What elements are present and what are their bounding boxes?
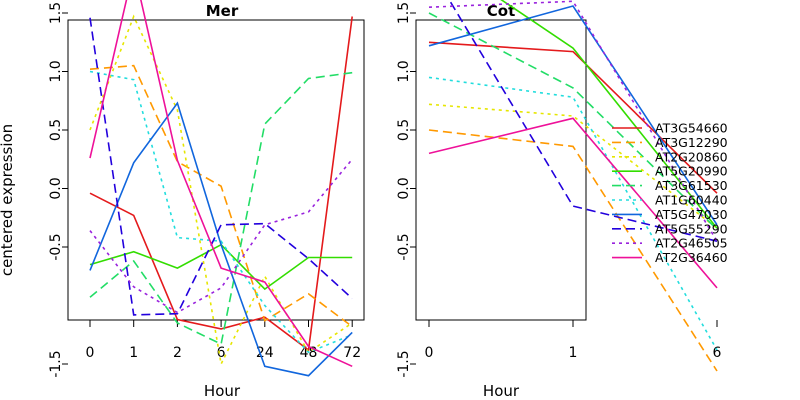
- panel-title-mer: Mer: [206, 2, 239, 20]
- x-tick-label-cot: 0: [425, 345, 434, 361]
- series-line-mer-at2g20860: [89, 14, 353, 367]
- y-tick-label-mer: 0.0: [48, 177, 64, 199]
- legend-label-at1g60440: AT1G60440: [655, 193, 728, 208]
- legend-label-at2g46505: AT2G46505: [655, 236, 728, 251]
- series-line-mer-at3g54660: [89, 16, 353, 352]
- legend-label-at2g36460: AT2G36460: [655, 250, 728, 265]
- plot-box-cot: [415, 19, 587, 321]
- panel-mer: Mer Hour 2.01.51.00.50.0-0.5-1.501262448…: [48, 0, 365, 400]
- legend-label-at5g20990: AT5G20990: [655, 164, 728, 179]
- series-line-cot-at5g47030: [428, 5, 718, 226]
- x-tick-label-mer: 72: [343, 345, 361, 361]
- x-tick-label-mer: 24: [256, 345, 274, 361]
- y-tick-label-mer: 1.5: [48, 2, 64, 24]
- x-tick-label-mer: 2: [173, 345, 182, 361]
- series-line-mer-at5g55290: [89, 17, 353, 316]
- x-axis-label-mer: Hour: [204, 382, 241, 400]
- series-line-cot-at3g61530: [428, 12, 718, 230]
- panel-title-cot: Cot: [487, 2, 515, 20]
- plot-box-mer: [67, 19, 365, 321]
- legend-label-at3g61530: AT3G61530: [655, 178, 728, 193]
- y-tick-label-mer: -0.5: [48, 233, 64, 260]
- y-tick-label-cot: 0.5: [396, 119, 412, 141]
- series-line-cot-at3g12290: [428, 129, 718, 372]
- y-axis-label: centered expression: [0, 124, 16, 276]
- y-tick-label-mer: 0.5: [48, 119, 64, 141]
- y-tick-label-cot: 0.0: [396, 177, 412, 199]
- x-tick-label-mer: 1: [129, 345, 138, 361]
- legend-label-at2g20860: AT2G20860: [655, 149, 728, 164]
- series-line-cot-at2g46505: [428, 0, 718, 242]
- series-line-cot-at5g20990: [500, 0, 718, 229]
- x-tick-label-mer: 0: [86, 345, 95, 361]
- x-tick-label-cot: 1: [569, 345, 578, 361]
- series-line-mer-at1g60440: [89, 70, 353, 354]
- series-line-cot-at2g36460: [428, 117, 718, 289]
- y-tick-label-cot: -0.5: [396, 233, 412, 260]
- series-line-mer-at5g47030: [89, 101, 353, 377]
- x-tick-label-cot: 6: [713, 345, 722, 361]
- y-tick-label-cot: 1.0: [396, 60, 412, 82]
- x-axis-label-cot: Hour: [483, 382, 520, 400]
- legend-label-at5g47030: AT5G47030: [655, 207, 728, 222]
- y-tick-label-cot: -1.5: [396, 350, 412, 377]
- legend: AT3G54660AT3G12290AT2G20860AT5G20990AT3G…: [612, 121, 728, 265]
- y-tick-label-cot: 1.5: [396, 2, 412, 24]
- y-tick-label-mer: 1.0: [48, 60, 64, 82]
- legend-label-at5g55290: AT5G55290: [655, 221, 728, 236]
- series-line-mer-at2g46505: [89, 158, 353, 314]
- legend-label-at3g12290: AT3G12290: [655, 135, 728, 150]
- series-line-mer-at3g12290: [89, 64, 353, 328]
- series-line-cot-at2g20860: [428, 103, 718, 229]
- series-line-mer-at2g36460: [89, 0, 353, 368]
- series-line-cot-at5g55290: [448, 0, 718, 242]
- y-tick-label-mer: -1.5: [48, 350, 64, 377]
- legend-label-at3g54660: AT3G54660: [655, 121, 728, 136]
- series-line-mer-at3g61530: [89, 71, 353, 346]
- x-tick-label-mer: 6: [217, 345, 226, 361]
